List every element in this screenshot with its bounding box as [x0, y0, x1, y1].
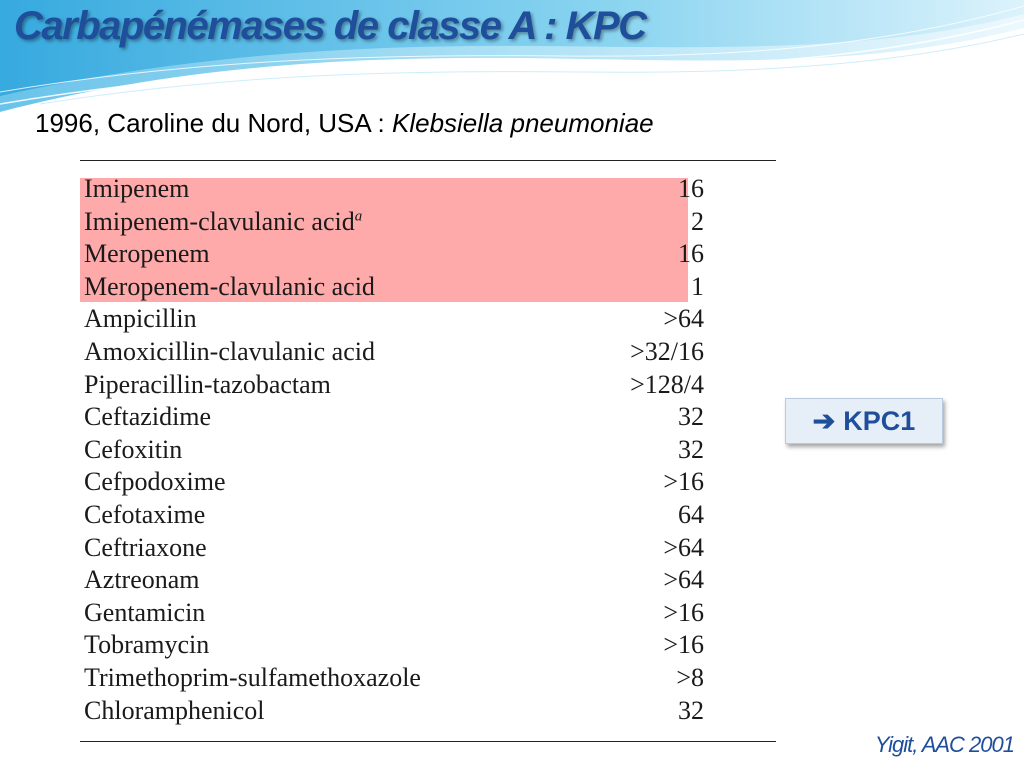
table-row: Ceftriaxone >64	[80, 532, 776, 565]
drug-name: Aztreonam	[84, 565, 200, 595]
drug-name: Imipenem-clavulanic acida	[84, 206, 363, 236]
drug-name: Tobramycin	[84, 630, 210, 660]
table-row: Amoxicillin-clavulanic acid >32/16	[80, 336, 776, 369]
drug-name: Cefoxitin	[84, 434, 183, 464]
table-rows: Imipenem 16 Imipenem-clavulanic acida 2 Mero…	[80, 173, 776, 727]
drug-name: Imipenem	[84, 174, 190, 203]
drug-name: Cefotaxime	[84, 499, 206, 529]
drug-name: Ampicillin	[84, 304, 197, 334]
callout-label: KPC1	[843, 405, 916, 436]
drug-name: Ceftriaxone	[84, 532, 207, 562]
drug-name: Cefpodoxime	[84, 467, 226, 497]
drug-name: Chloramphenicol	[84, 695, 265, 725]
drug-name: Piperacillin-tazobactam	[84, 369, 331, 399]
table-row: Cefpodoxime >16	[80, 466, 776, 499]
mic-value: 1	[691, 271, 704, 301]
table-row: Meropenem 16	[80, 238, 776, 271]
mic-value: >64	[663, 565, 704, 595]
table-row: Gentamicin >16	[80, 597, 776, 630]
table-row: Ceftazidime 32	[80, 401, 776, 434]
mic-value: 16	[678, 239, 704, 269]
drug-name: Trimethoprim-sulfamethoxazole	[84, 662, 421, 692]
mic-value: >32/16	[630, 336, 704, 366]
table-row: Imipenem-clavulanic acida 2	[80, 206, 776, 239]
table-row: Aztreonam >64	[80, 564, 776, 597]
drug-name: Gentamicin	[84, 597, 206, 627]
mic-value: >64	[663, 532, 704, 562]
table-row: Piperacillin-tazobactam >128/4	[80, 369, 776, 402]
mic-table: Imipenem 16 Imipenem-clavulanic acida 2 Mero…	[80, 160, 776, 744]
table-row: Meropenem-clavulanic acid 1	[80, 271, 776, 304]
mic-value: 16	[678, 174, 704, 203]
mic-value: 32	[678, 402, 704, 432]
mic-value: >128/4	[630, 369, 704, 399]
header-wave-decoration	[0, 0, 1024, 112]
carbapenem-highlight	[80, 178, 688, 302]
citation: Yigit, AAC 2001	[874, 732, 1015, 757]
arrow-right-icon: ➔	[812, 405, 836, 436]
footnote-marker: a	[354, 207, 363, 224]
slide-title: Carbapénémases de classe A : KPC	[14, 4, 647, 48]
drug-name: Amoxicillin-clavulanic acid	[84, 336, 375, 366]
subtitle-location: 1996, Caroline du Nord, USA :	[35, 108, 392, 138]
drug-name: Meropenem-clavulanic acid	[84, 271, 375, 301]
slide-subtitle: 1996, Caroline du Nord, USA : Klebsiella…	[35, 108, 654, 139]
table-row: Cefotaxime 64	[80, 499, 776, 532]
table-row: Chloramphenicol 32	[80, 695, 776, 728]
drug-name: Ceftazidime	[84, 402, 212, 432]
table-row: Trimethoprim-sulfamethoxazole >8	[80, 662, 776, 695]
kpc1-callout: ➔ KPC1	[785, 398, 943, 444]
mic-value: >16	[663, 630, 704, 660]
subtitle-organism: Klebsiella pneumoniae	[391, 108, 654, 138]
mic-value: >64	[663, 304, 704, 334]
table-row: Cefoxitin 32	[80, 434, 776, 467]
mic-value: 64	[678, 499, 704, 529]
mic-value: >8	[676, 662, 704, 692]
drug-name: Meropenem	[84, 239, 210, 269]
table-bottom-rule	[80, 741, 776, 742]
mic-value: 32	[678, 695, 704, 725]
table-row: Imipenem 16	[80, 173, 776, 206]
mic-value: 2	[691, 206, 704, 236]
mic-value: >16	[663, 467, 704, 497]
table-top-rule	[80, 160, 776, 161]
mic-value: 32	[678, 434, 704, 464]
table-row: Tobramycin >16	[80, 629, 776, 662]
mic-value: >16	[663, 597, 704, 627]
table-row: Ampicillin >64	[80, 303, 776, 336]
